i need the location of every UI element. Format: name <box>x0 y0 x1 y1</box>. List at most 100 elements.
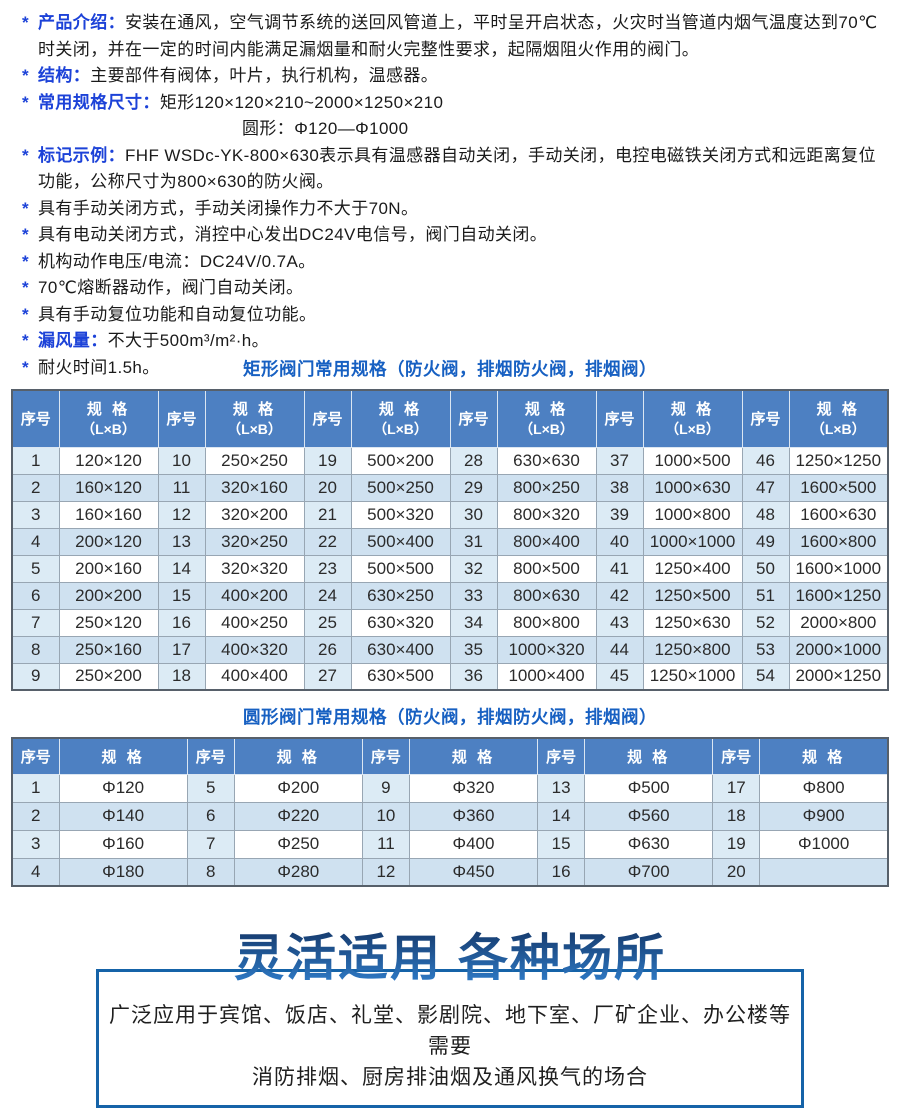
row-number-cell: 51 <box>741 581 790 610</box>
row-number-cell: 50 <box>741 554 790 583</box>
row-number-cell: 9 <box>11 662 60 691</box>
spec-value-cell: 500×200 <box>350 446 451 475</box>
table-row: 4 Φ180 8 Φ280 12 Φ450 16 Φ700 20 <box>11 857 889 887</box>
col-header-seq: 序号 <box>537 737 586 775</box>
intro-item-label: 产品介绍： <box>38 13 125 32</box>
intro-item-text: 具有电动关闭方式，消控中心发出DC24V电信号，阀门自动关闭。 <box>38 225 548 244</box>
row-number-cell: 19 <box>303 446 352 475</box>
spec-value-cell: 400×400 <box>204 662 305 691</box>
product-intro-list: * 产品介绍：安装在通风，空气调节系统的送回风管道上，平时呈开启状态，火灾时当管道… <box>0 0 900 381</box>
intro-item: * 机构动作电压/电流：DC24V/0.7A。 <box>20 249 892 276</box>
row-number-cell: 11 <box>361 829 410 859</box>
row-number-cell: 7 <box>11 608 60 637</box>
row-number-cell: 48 <box>741 500 790 529</box>
row-number-cell: 10 <box>361 801 410 831</box>
spec-value-cell <box>759 857 889 887</box>
intro-item: * 70℃熔断器动作，阀门自动关闭。 <box>20 275 892 302</box>
intro-item-text: 主要部件有阀体，叶片，执行机构，温感器。 <box>90 66 439 85</box>
row-number-cell: 32 <box>449 554 498 583</box>
col-header-spec: 规 格（L×B） <box>204 389 305 448</box>
spec-value-cell: Φ280 <box>233 857 363 887</box>
spec-value-cell: 500×320 <box>350 500 451 529</box>
spec-value-cell: 630×500 <box>350 662 451 691</box>
intro-item: * 标记示例：FHF WSDc-YK-800×630表示具有温感器自动关闭，手动关… <box>20 143 892 196</box>
spec-value-cell: Φ250 <box>233 829 363 859</box>
spec-value-cell: 1250×1250 <box>788 446 889 475</box>
col-header-seq: 序号 <box>11 737 60 775</box>
spec-value-cell: 800×400 <box>496 527 597 556</box>
intro-item-text: 安装在通风，空气调节系统的送回风管道上，平时呈开启状态，火灾时当管道内烟气温度达… <box>38 13 878 59</box>
spec-value-cell: 800×500 <box>496 554 597 583</box>
row-number-cell: 4 <box>11 527 60 556</box>
spec-value-cell: 800×630 <box>496 581 597 610</box>
col-header-spec: 规 格（L×B） <box>496 389 597 448</box>
spec-value-cell: Φ160 <box>58 829 188 859</box>
row-number-cell: 42 <box>595 581 644 610</box>
spec-value-cell: 1600×1250 <box>788 581 889 610</box>
applications-box: 广泛应用于宾馆、饭店、礼堂、影剧院、地下室、厂矿企业、办公楼等需要 消防排烟、厨… <box>96 969 804 1108</box>
spec-value-cell: 1000×630 <box>642 473 743 502</box>
row-number-cell: 31 <box>449 527 498 556</box>
col-header-spec: 规 格 <box>584 737 714 775</box>
table-row: 8 250×160 17 400×320 26 630×400 35 1000×320 44 12… <box>11 635 889 664</box>
row-number-cell: 21 <box>303 500 352 529</box>
spec-value-cell: 1250×400 <box>642 554 743 583</box>
spec-value-cell: Φ560 <box>584 801 714 831</box>
col-header-seq: 序号 <box>449 389 498 448</box>
spec-value-cell: 1250×1000 <box>642 662 743 691</box>
intro-item: * 具有手动关闭方式，手动关闭操作力不大于70N。 <box>20 196 892 223</box>
row-number-cell: 39 <box>595 500 644 529</box>
intro-item-label: 标记示例： <box>38 145 125 165</box>
applications-section: 灵活适用 各种场所 广泛应用于宾馆、饭店、礼堂、影剧院、地下室、厂矿企业、办公楼… <box>96 930 804 1108</box>
row-number-cell: 52 <box>741 608 790 637</box>
spec-value-cell: Φ630 <box>584 829 714 859</box>
circ-spec-table: 序号规 格序号规 格序号规 格序号规 格序号规 格 1 Φ120 5 Φ200 9 Φ320… <box>11 737 889 887</box>
row-number-cell: 17 <box>712 773 761 803</box>
spec-value-cell: 1250×800 <box>642 635 743 664</box>
spec-value-cell: 250×200 <box>58 662 159 691</box>
spec-value-cell: 400×250 <box>204 608 305 637</box>
bullet-star: * <box>22 331 30 350</box>
spec-value-cell: 800×320 <box>496 500 597 529</box>
spec-value-cell: Φ220 <box>233 801 363 831</box>
intro-item-text: 具有手动关闭方式，手动关闭操作力不大于70N。 <box>38 198 419 218</box>
rect-spec-table: 序号规 格（L×B） 序号规 格（L×B） 序号规 格（L×B） 序号规 格（L×B）… <box>11 389 889 691</box>
spec-value-cell: 320×250 <box>204 527 305 556</box>
bullet-star: * <box>22 357 30 377</box>
row-number-cell: 46 <box>741 446 790 475</box>
spec-value-cell: 1000×400 <box>496 662 597 691</box>
spec-value-cell: 1000×320 <box>496 635 597 664</box>
spec-value-cell: 1600×500 <box>788 473 889 502</box>
spec-value-cell: 1000×1000 <box>642 527 743 556</box>
row-number-cell: 23 <box>303 554 352 583</box>
row-number-cell: 28 <box>449 446 498 475</box>
spec-value-cell: 800×800 <box>496 608 597 637</box>
row-number-cell: 10 <box>157 446 206 475</box>
spec-value-cell: 250×250 <box>204 446 305 475</box>
row-number-cell: 3 <box>11 500 60 529</box>
row-number-cell: 20 <box>303 473 352 502</box>
spec-value-cell: Φ400 <box>408 829 539 859</box>
intro-item: * 结构：主要部件有阀体，叶片，执行机构，温感器。 <box>20 63 892 90</box>
table-row: 1 120×120 10 250×250 19 500×200 28 630×630 37 100… <box>11 446 889 475</box>
intro-item-subtext: 圆形：Φ120—Φ1000 <box>242 119 409 138</box>
spec-value-cell: 320×160 <box>204 473 305 502</box>
spec-value-cell: 500×250 <box>350 473 451 502</box>
spec-value-cell: 200×120 <box>58 527 159 556</box>
spec-value-cell: 2000×1250 <box>788 662 889 691</box>
applications-line1: 广泛应用于宾馆、饭店、礼堂、影剧院、地下室、厂矿企业、办公楼等需要 <box>109 1004 791 1058</box>
spec-value-cell: 200×160 <box>58 554 159 583</box>
bullet-star: * <box>22 225 30 244</box>
table-row: 9 250×200 18 400×400 27 630×500 36 1000×400 45 12… <box>11 662 889 691</box>
spec-value-cell: 1600×630 <box>788 500 889 529</box>
col-header-seq: 序号 <box>361 737 410 775</box>
row-number-cell: 45 <box>595 662 644 691</box>
table-row: 5 200×160 14 320×320 23 500×500 32 800×500 41 125… <box>11 554 889 583</box>
row-number-cell: 4 <box>11 857 60 887</box>
bullet-star: * <box>22 13 30 32</box>
spec-value-cell: 320×320 <box>204 554 305 583</box>
intro-item-text: 机构动作电压/电流：DC24V/0.7A。 <box>38 251 316 271</box>
col-header-spec: 规 格 <box>58 737 188 775</box>
spec-value-cell: 1250×630 <box>642 608 743 637</box>
row-number-cell: 12 <box>157 500 206 529</box>
